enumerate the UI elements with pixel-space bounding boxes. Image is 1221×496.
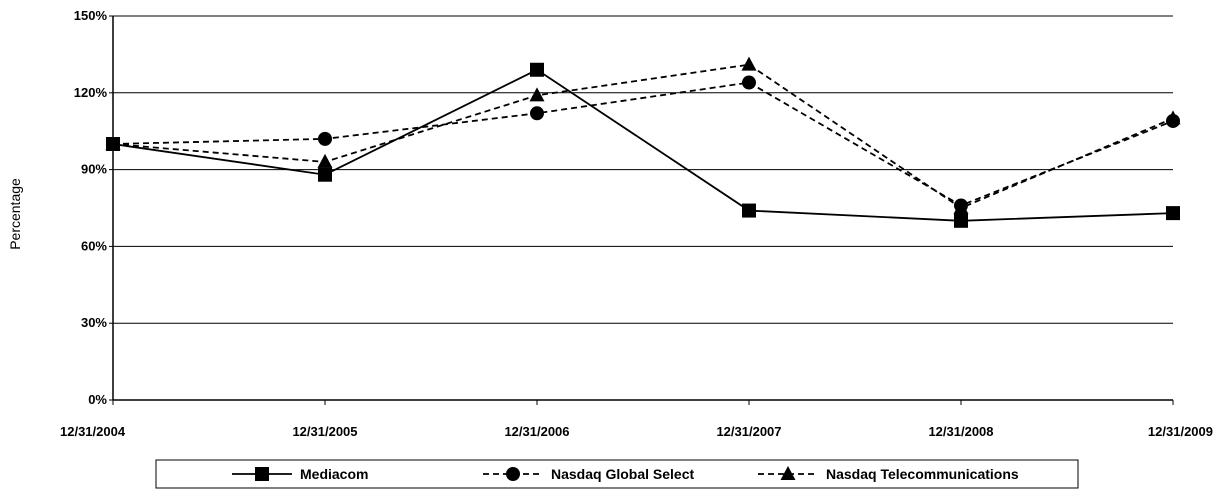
y-tick-label: 90% <box>81 162 107 177</box>
legend-item: Mediacom <box>232 466 368 482</box>
legend-item: Nasdaq Telecommunications <box>758 466 1019 482</box>
x-tick-label: 12/31/2007 <box>716 424 781 439</box>
data-point <box>1165 110 1181 125</box>
series <box>105 56 1181 228</box>
data-point <box>530 106 544 121</box>
y-tick-label: 0% <box>88 392 107 407</box>
legend-box <box>155 459 1079 489</box>
legend-label: Nasdaq Telecommunications <box>826 466 1019 482</box>
data-point <box>318 131 332 146</box>
series-line <box>112 63 1174 210</box>
legend-marker <box>780 466 796 480</box>
data-point <box>529 87 545 102</box>
data-point <box>741 56 757 71</box>
series-nasdaq-global-select <box>106 75 1180 213</box>
data-point <box>954 213 968 228</box>
legend-marker <box>506 467 520 481</box>
y-tick-label: 60% <box>81 238 107 253</box>
x-tick-label: 12/31/2009 <box>1148 424 1213 439</box>
x-tick-labels: 12/31/2004 12/31/2005 12/31/2006 12/31/2007… <box>60 424 1213 439</box>
legend-item: Nasdaq Global Select <box>483 466 694 482</box>
legend-marker <box>255 467 269 481</box>
series-nasdaq-telecommunications <box>105 56 1181 214</box>
data-point <box>742 75 756 90</box>
x-tick-label: 12/31/2005 <box>292 424 357 439</box>
series-mediacom <box>106 62 1180 228</box>
axes <box>109 15 1174 405</box>
legend-label: Mediacom <box>300 466 368 482</box>
gridlines <box>113 15 1173 324</box>
data-point <box>1166 206 1180 221</box>
legend: Mediacom Nasdaq Global Select Nasdaq Telec… <box>155 459 1079 489</box>
data-point <box>317 153 333 168</box>
y-tick-label: 120% <box>74 85 108 100</box>
data-point <box>318 167 332 182</box>
x-tick-label: 12/31/2008 <box>928 424 993 439</box>
y-axis-title: Percentage <box>7 178 23 250</box>
series-line <box>112 81 1174 207</box>
data-point <box>530 62 544 77</box>
legend-label: Nasdaq Global Select <box>551 466 694 482</box>
x-tick-label: 12/31/2006 <box>504 424 569 439</box>
y-tick-label: 150% <box>74 8 108 23</box>
data-point <box>742 203 756 218</box>
data-point <box>953 200 969 214</box>
y-tick-labels: 0% 30% 60% 90% 120% 150% <box>74 8 108 407</box>
data-point <box>105 136 121 150</box>
y-tick-label: 30% <box>81 315 107 330</box>
x-tick-label: 12/31/2004 <box>60 424 126 439</box>
series-line <box>112 68 1174 222</box>
